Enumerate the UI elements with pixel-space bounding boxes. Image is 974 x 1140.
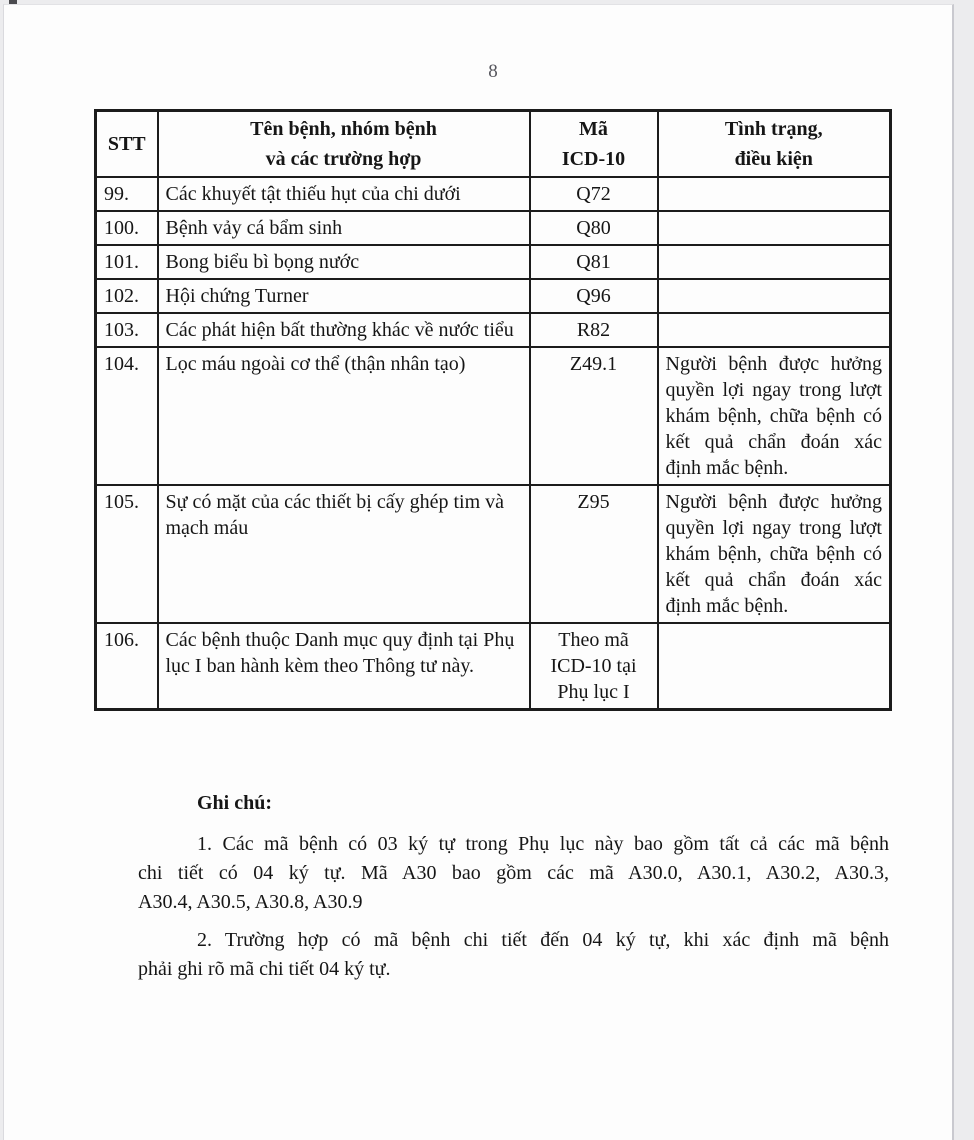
cell-code: Q96	[528, 278, 659, 314]
table-row: 101. Bong biểu bì bọng nước Q81	[94, 244, 892, 280]
col-header-icd10-code: Mã ICD-10	[528, 109, 659, 178]
cell-condition	[656, 312, 892, 348]
col-header-stt: STT	[94, 109, 159, 178]
notes-section: Ghi chú: 1. Các mã bệnh có 03 ký tự tron…	[138, 789, 889, 984]
cell-name: Bong biểu bì bọng nước	[156, 244, 531, 280]
cell-stt: 106.	[94, 622, 159, 711]
cell-condition: Người bệnh được hưởng quyền lợi ngay tro…	[656, 346, 892, 486]
scan-artifact-mark	[9, 0, 17, 4]
cell-name: Bệnh vảy cá bẩm sinh	[156, 210, 531, 246]
cell-code: Q80	[528, 210, 659, 246]
col-header-condition: Tình trạng, điều kiện	[656, 109, 892, 178]
cell-code: Theo mã ICD-10 tại Phụ lục I	[528, 622, 659, 711]
table-row: 102. Hội chứng Turner Q96	[94, 278, 892, 314]
cell-name: Các phát hiện bất thường khác về nước ti…	[156, 312, 531, 348]
disease-table-header: STT Tên bệnh, nhóm bệnh và các trường hợ…	[94, 109, 892, 178]
note-line: phải ghi rõ mã chi tiết 04 ký tự.	[138, 958, 391, 980]
cell-stt: 102.	[94, 278, 159, 314]
table-row: 99. Các khuyết tật thiếu hụt của chi dưới…	[94, 176, 892, 212]
page-number: 8	[488, 61, 498, 82]
note-paragraph: 2. Trường hợp có mã bệnh chi tiết đến 04…	[138, 926, 889, 984]
cell-name: Lọc máu ngoài cơ thể (thận nhân tạo)	[156, 346, 531, 486]
table-row: 104. Lọc máu ngoài cơ thể (thận nhân tạo)…	[94, 346, 892, 486]
note-line: 1. Các mã bệnh có 03 ký tự trong Phụ lục…	[197, 833, 889, 855]
cell-condition	[656, 176, 892, 212]
document-page: 8 STT Tên bệnh, nhóm bệnh và các trường …	[3, 4, 954, 1140]
cell-condition	[656, 244, 892, 280]
cell-stt: 105.	[94, 484, 159, 624]
note-line: A30.4, A30.5, A30.8, A30.9	[138, 891, 363, 913]
cell-name: Sự có mặt của các thiết bị cấy ghép tim …	[156, 484, 531, 624]
note-line: 2. Trường hợp có mã bệnh chi tiết đến 04…	[197, 929, 889, 951]
cell-name: Các khuyết tật thiếu hụt của chi dưới	[156, 176, 531, 212]
cell-code: Z95	[528, 484, 659, 624]
table-row: 106. Các bệnh thuộc Danh mục quy định tại…	[94, 622, 892, 711]
cell-stt: 100.	[94, 210, 159, 246]
cell-stt: 104.	[94, 346, 159, 486]
disease-table-body: 99. Các khuyết tật thiếu hụt của chi dưới…	[94, 176, 892, 711]
notes-title: Ghi chú:	[197, 792, 273, 814]
cell-condition: Người bệnh được hưởng quyền lợi ngay tro…	[656, 484, 892, 624]
cell-name: Các bệnh thuộc Danh mục quy định tại Phụ…	[156, 622, 531, 711]
cell-condition	[656, 278, 892, 314]
cell-condition	[656, 622, 892, 711]
cell-stt: 99.	[94, 176, 159, 212]
cell-code: Q81	[528, 244, 659, 280]
cell-code: Z49.1	[528, 346, 659, 486]
col-header-disease-name: Tên bệnh, nhóm bệnh và các trường hợp	[156, 109, 531, 178]
cell-stt: 103.	[94, 312, 159, 348]
notes-list: 1. Các mã bệnh có 03 ký tự trong Phụ lục…	[138, 830, 889, 984]
table-row: 103. Các phát hiện bất thường khác về nướ…	[94, 312, 892, 348]
disease-table: STT Tên bệnh, nhóm bệnh và các trường hợ…	[94, 109, 892, 711]
cell-stt: 101.	[94, 244, 159, 280]
table-row: 100. Bệnh vảy cá bẩm sinh Q80	[94, 210, 892, 246]
cell-code: R82	[528, 312, 659, 348]
cell-condition	[656, 210, 892, 246]
header-row: STT Tên bệnh, nhóm bệnh và các trường hợ…	[94, 109, 892, 178]
note-line: chi tiết có 04 ký tự. Mã A30 bao gồm các…	[138, 862, 889, 884]
note-paragraph: 1. Các mã bệnh có 03 ký tự trong Phụ lục…	[138, 830, 889, 917]
table-row: 105. Sự có mặt của các thiết bị cấy ghép …	[94, 484, 892, 624]
cell-code: Q72	[528, 176, 659, 212]
cell-name: Hội chứng Turner	[156, 278, 531, 314]
